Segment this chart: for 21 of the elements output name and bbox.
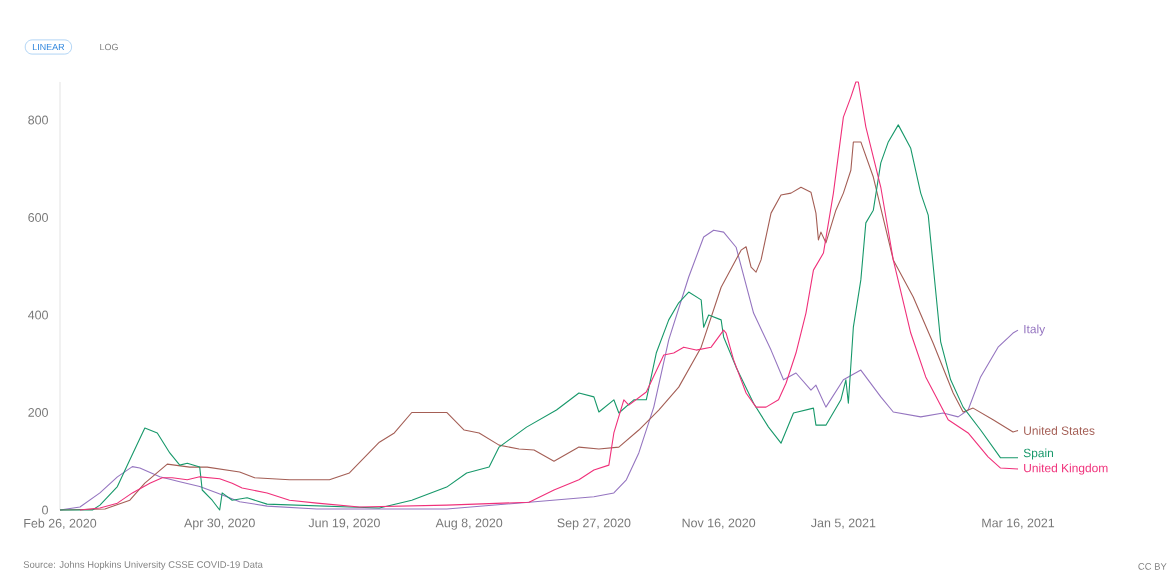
x-tick-label: Sep 27, 2020: [557, 518, 631, 530]
source-note: Source: Johns Hopkins University CSSE COVID-19 Data: [23, 560, 263, 570]
series-label: Italy: [1024, 324, 1046, 336]
y-tick-label: 200: [28, 408, 48, 417]
series-label: Spain: [1023, 448, 1054, 460]
text: CC BY: [1138, 563, 1167, 570]
series-label: United Kingdom: [1024, 463, 1108, 475]
y-tick-label: 400: [27, 310, 48, 320]
text: LOG: [100, 43, 118, 51]
x-tick-label: Mar 16, 2021: [982, 518, 1055, 529]
y-tick-label: 0: [42, 505, 48, 515]
y-tick-label: 800: [28, 115, 48, 125]
x-tick-label: Apr 30, 2020: [184, 518, 255, 530]
x-tick-label: Nov 16, 2020: [682, 518, 756, 529]
x-tick-label: Jun 19, 2020: [308, 518, 380, 529]
x-tick-label: Aug 8, 2020: [435, 518, 503, 530]
series-label: United States: [1024, 426, 1095, 435]
y-tick-label: 600: [28, 213, 48, 222]
text: LINEAR: [32, 43, 65, 51]
x-tick-label: Feb 26, 2020: [24, 518, 97, 530]
x-tick-label: Jan 5, 2021: [811, 518, 876, 529]
